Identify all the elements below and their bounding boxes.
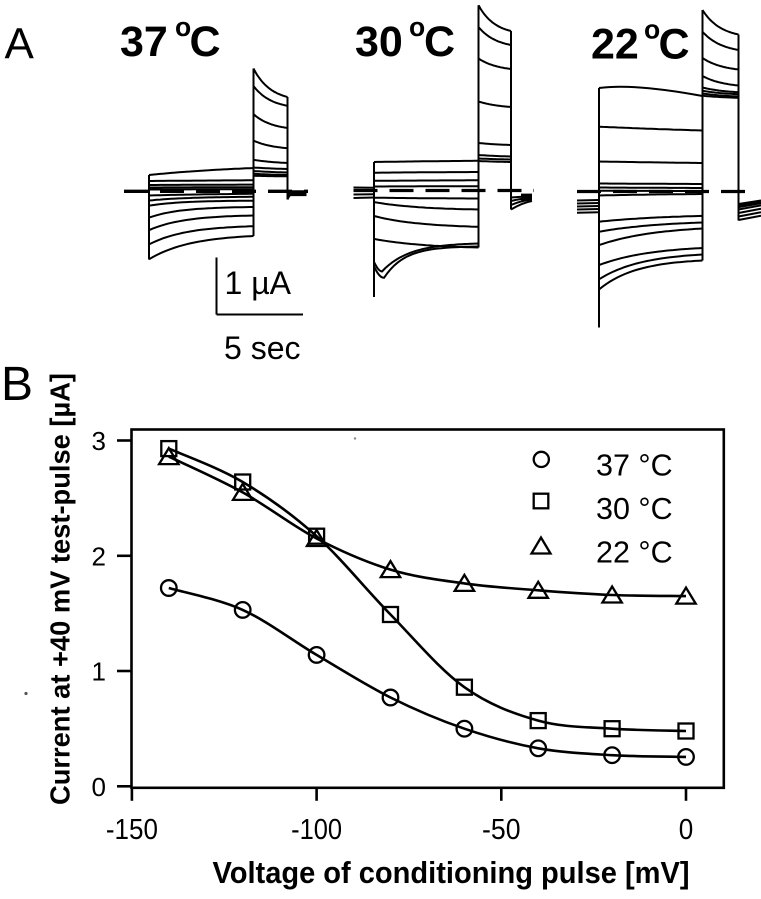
svg-text:3: 3 — [92, 426, 106, 456]
svg-text:-150: -150 — [106, 814, 158, 846]
svg-text:37 °C: 37 °C — [596, 449, 673, 483]
svg-text:o: o — [409, 12, 425, 42]
svg-text:C: C — [659, 21, 690, 69]
svg-text:C: C — [190, 18, 221, 66]
svg-text:2: 2 — [92, 541, 106, 571]
svg-text:A: A — [5, 20, 35, 69]
svg-text:o: o — [644, 15, 660, 45]
svg-text:22: 22 — [591, 21, 639, 69]
svg-text:Voltage of conditioning pulse: Voltage of conditioning pulse [mV] — [213, 855, 690, 890]
svg-text:C: C — [424, 18, 455, 66]
svg-text:30: 30 — [355, 18, 403, 66]
svg-text:22 °C: 22 °C — [596, 536, 673, 570]
svg-text:B: B — [1, 358, 33, 411]
svg-text:5 sec: 5 sec — [224, 330, 300, 366]
svg-text:-100: -100 — [291, 814, 342, 846]
svg-text:37: 37 — [120, 18, 168, 66]
svg-text:1: 1 — [92, 657, 106, 687]
svg-text:0: 0 — [92, 772, 106, 802]
svg-text:-50: -50 — [482, 814, 521, 846]
svg-text:Current at +40 mV test-pulse [: Current at +40 mV test-pulse [µA] — [45, 373, 76, 805]
svg-text:1 µA: 1 µA — [225, 265, 292, 301]
svg-text:30 °C: 30 °C — [596, 492, 673, 526]
svg-text:0: 0 — [679, 814, 694, 846]
svg-text:o: o — [175, 12, 191, 42]
